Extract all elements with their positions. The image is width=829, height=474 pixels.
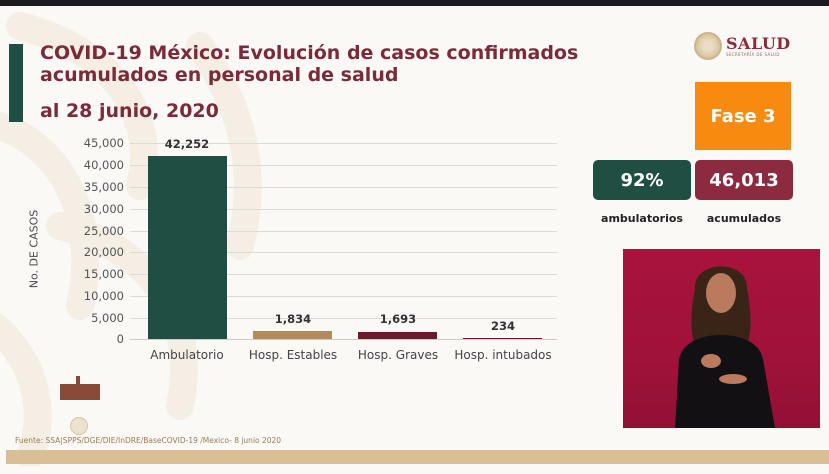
stat-acumulados-label: acumulados	[706, 212, 782, 225]
stat-ambulatorios-value: 92%	[593, 160, 691, 200]
gridline	[130, 318, 557, 319]
x-tick-hosp-estables: Hosp. Estables	[248, 348, 338, 362]
gridline	[130, 252, 557, 253]
y-tick: 30,000	[83, 202, 124, 216]
x-tick-hosp-graves: Hosp. Graves	[357, 348, 439, 362]
gridline	[130, 231, 557, 232]
heroes-logo-icon	[60, 376, 100, 400]
seal-icon	[694, 32, 722, 60]
gridline	[130, 143, 557, 144]
y-tick: 20,000	[83, 245, 124, 259]
y-tick: 25,000	[83, 224, 124, 238]
slide: COVID-19 México: Evolución de casos conf…	[0, 6, 829, 474]
bar-chart: No. DE CASOS 45,000 40,000 35,000 30,000…	[0, 6, 600, 406]
salud-logo: SALUD SECRETARÍA DE SALUD	[694, 32, 791, 60]
bar-hosp-graves	[358, 332, 437, 339]
bar-hosp-estables	[253, 331, 332, 339]
bar-value-ambulatorio: 42,252	[164, 137, 210, 151]
y-tick: 45,000	[83, 136, 124, 150]
page-title: COVID-19 México: Evolución de casos conf…	[40, 42, 579, 86]
bar-value-hosp-intubados: 234	[490, 319, 515, 333]
y-tick: 15,000	[83, 267, 124, 281]
gridline	[130, 187, 557, 188]
watermark-eagle-icon	[0, 12, 262, 466]
y-tick: 5,000	[91, 311, 124, 325]
x-tick-hosp-intubados: Hosp. intubados	[454, 348, 552, 362]
sign-language-interpreter-video	[623, 249, 820, 428]
gridline	[130, 274, 557, 275]
logo-title: SALUD	[726, 34, 791, 53]
y-tick: 35,000	[83, 180, 124, 194]
title-accent-bar	[9, 44, 23, 122]
bar-ambulatorio	[148, 156, 227, 339]
x-axis-line	[130, 339, 557, 340]
bar-value-hosp-graves: 1,693	[379, 312, 417, 326]
logo-subtitle: SECRETARÍA DE SALUD	[726, 52, 780, 57]
y-tick: 10,000	[83, 289, 124, 303]
phase-badge: Fase 3	[695, 82, 791, 150]
gridline	[130, 296, 557, 297]
x-tick-ambulatorio: Ambulatorio	[150, 348, 224, 362]
y-tick: 0	[116, 332, 124, 346]
page-subtitle: al 28 junio, 2020	[40, 100, 219, 122]
stat-ambulatorios-label: ambulatorios	[601, 212, 683, 225]
top-black-bar	[0, 0, 829, 6]
bar-hosp-intubados	[463, 338, 542, 339]
gridline	[130, 165, 557, 166]
small-seal-icon	[70, 417, 88, 435]
footer-band	[6, 450, 829, 464]
y-axis-label: No. DE CASOS	[27, 209, 41, 289]
y-tick: 40,000	[83, 158, 124, 172]
bar-value-hosp-estables: 1,834	[274, 312, 312, 326]
interpreter-person-icon	[675, 266, 775, 428]
stat-acumulados-value: 46,013	[695, 160, 793, 200]
source-footnote: Fuente: SSA|SPPS/DGE/DIE/InDRE/BaseCOVID…	[15, 436, 282, 445]
gridline	[130, 209, 557, 210]
